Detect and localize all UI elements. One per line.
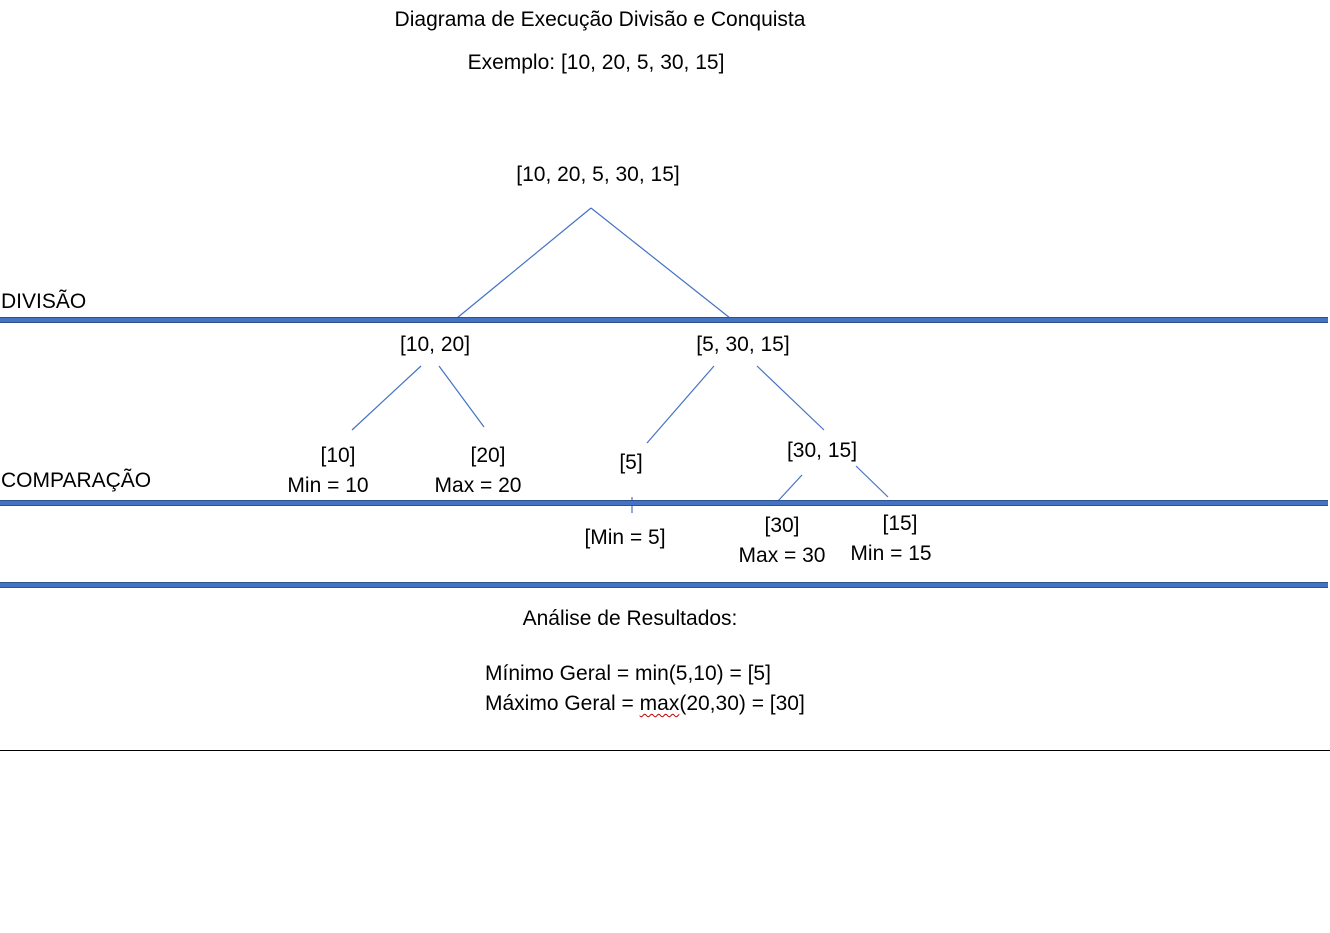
overall-max-line: Máximo Geral = max(20,30) = [30]: [485, 691, 805, 717]
section-division-label: DIVISÃO: [1, 290, 87, 313]
analysis-heading: Análise de Resultados:: [522, 607, 738, 630]
example-label: Exemplo: [10, 20, 5, 30, 15]: [467, 51, 725, 74]
leaf-30-result: Max = 30: [738, 544, 826, 567]
edge-right-30-15: [756, 365, 825, 431]
leaf-5-result: [Min = 5]: [584, 526, 666, 549]
division-band: [0, 317, 1328, 323]
overall-min-line: Mínimo Geral = min(5,10) = [5]: [485, 662, 771, 685]
results-band: [0, 582, 1328, 588]
left-node: [10, 20]: [399, 333, 471, 356]
section-comparison-label: COMPARAÇÃO: [1, 469, 152, 492]
leaf-20-result: Max = 20: [434, 474, 522, 497]
edge-right-5: [646, 365, 715, 444]
edge-root-left: [456, 207, 592, 319]
leaf-10-result: Min = 10: [287, 474, 369, 497]
leaf-15: [15]: [882, 512, 918, 535]
edge-left-10: [351, 365, 422, 431]
overall-max-prefix: Máximo Geral =: [485, 692, 640, 715]
edge-3015-30: [777, 474, 803, 502]
leaf-5: [5]: [619, 451, 643, 474]
leaf-30: [30]: [764, 514, 800, 537]
comparison-band: [0, 500, 1328, 506]
edge-root-right: [590, 207, 731, 319]
bottom-rule: [0, 750, 1330, 751]
leaf-15-result: Min = 15: [850, 542, 932, 565]
right-node: [5, 30, 15]: [696, 333, 790, 356]
node-30-15: [30, 15]: [786, 439, 858, 462]
edge-left-20: [438, 365, 485, 428]
root-node: [10, 20, 5, 30, 15]: [516, 163, 680, 186]
leaf-10: [10]: [320, 444, 356, 467]
overall-max-suffix: (20,30) = [30]: [679, 692, 805, 715]
edge-3015-15: [855, 465, 889, 498]
leaf-20: [20]: [470, 444, 506, 467]
diagram-title: Diagrama de Execução Divisão e Conquista: [394, 8, 806, 31]
overall-max-fn: max: [639, 692, 680, 715]
